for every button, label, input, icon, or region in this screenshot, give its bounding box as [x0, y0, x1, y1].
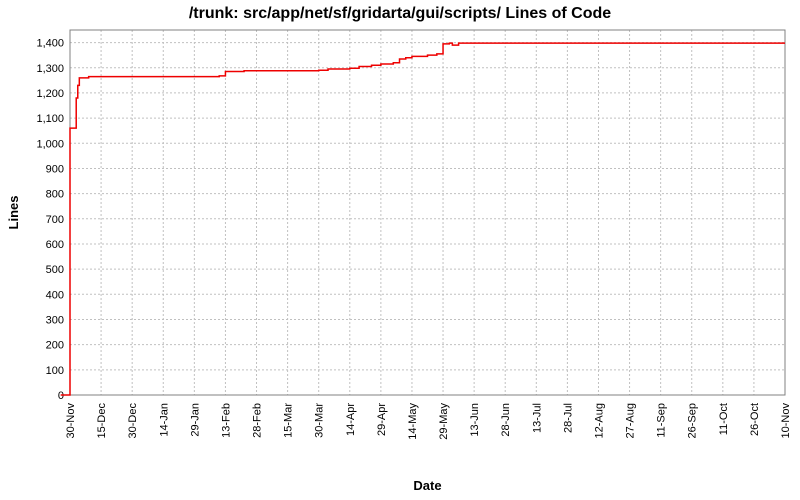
chart-title: /trunk: src/app/net/sf/gridarta/gui/scri…	[189, 5, 611, 22]
x-tick-label: 15-Mar	[283, 403, 295, 438]
y-tick-label: 1,200	[36, 88, 64, 100]
x-tick-label: 12-Aug	[593, 403, 605, 438]
x-tick-label: 30-Nov	[65, 403, 77, 439]
y-tick-label: 400	[46, 289, 64, 301]
x-axis-label: Date	[413, 478, 441, 493]
x-tick-label: 29-May	[438, 403, 450, 440]
x-tick-label: 11-Sep	[656, 403, 668, 438]
x-tick-label: 14-Apr	[345, 403, 357, 436]
x-tick-label: 29-Jan	[189, 403, 201, 437]
x-tick-label: 26-Sep	[687, 403, 699, 438]
x-tick-label: 14-Jan	[158, 403, 170, 437]
x-tick-label: 10-Nov	[780, 403, 792, 439]
x-tick-label: 28-Jul	[562, 403, 574, 433]
x-tick-label: 11-Oct	[718, 403, 730, 435]
y-tick-label: 800	[46, 189, 64, 201]
y-tick-label: 100	[46, 365, 64, 377]
y-tick-label: 1,400	[36, 38, 64, 50]
chart-svg: 0 100 200 300 400 500 600 700 800 900 1,000 1,100 1,…	[0, 0, 800, 500]
x-tick-label: 27-Aug	[625, 403, 637, 438]
loc-chart: 0 100 200 300 400 500 600 700 800 900 1,000 1,100 1,…	[0, 0, 800, 500]
x-tick-label: 13-Jul	[531, 403, 543, 433]
x-tick-label: 13-Feb	[220, 403, 232, 438]
x-tick-label: 26-Oct	[749, 403, 761, 436]
x-tick-label: 15-Dec	[96, 403, 108, 439]
y-axis-label: Lines	[6, 196, 21, 230]
y-tick-label: 1,100	[36, 113, 64, 125]
y-tick-label: 900	[46, 163, 64, 175]
y-tick-label: 200	[46, 340, 64, 352]
plot-area	[70, 30, 785, 395]
x-tick-label: 14-May	[407, 403, 419, 440]
x-tick-label: 30-Dec	[127, 403, 139, 439]
y-tick-label: 500	[46, 264, 64, 276]
x-tick-label: 28-Feb	[252, 403, 264, 438]
x-tick-label: 28-Jun	[500, 403, 512, 437]
y-tick-label: 1,000	[36, 138, 64, 150]
y-tick-label: 1,300	[36, 63, 64, 75]
x-tick-label: 13-Jun	[469, 403, 481, 437]
y-tick-label: 0	[58, 390, 64, 402]
y-tick-label: 600	[46, 239, 64, 251]
x-tick-label: 29-Apr	[376, 403, 388, 436]
y-tick-label: 300	[46, 314, 64, 326]
x-tick-label: 30-Mar	[314, 403, 326, 438]
y-tick-label: 700	[46, 214, 64, 226]
